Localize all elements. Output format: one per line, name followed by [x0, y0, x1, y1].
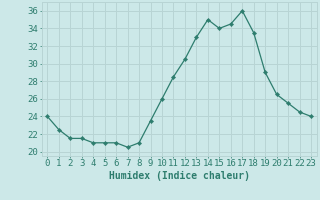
X-axis label: Humidex (Indice chaleur): Humidex (Indice chaleur) [109, 171, 250, 181]
